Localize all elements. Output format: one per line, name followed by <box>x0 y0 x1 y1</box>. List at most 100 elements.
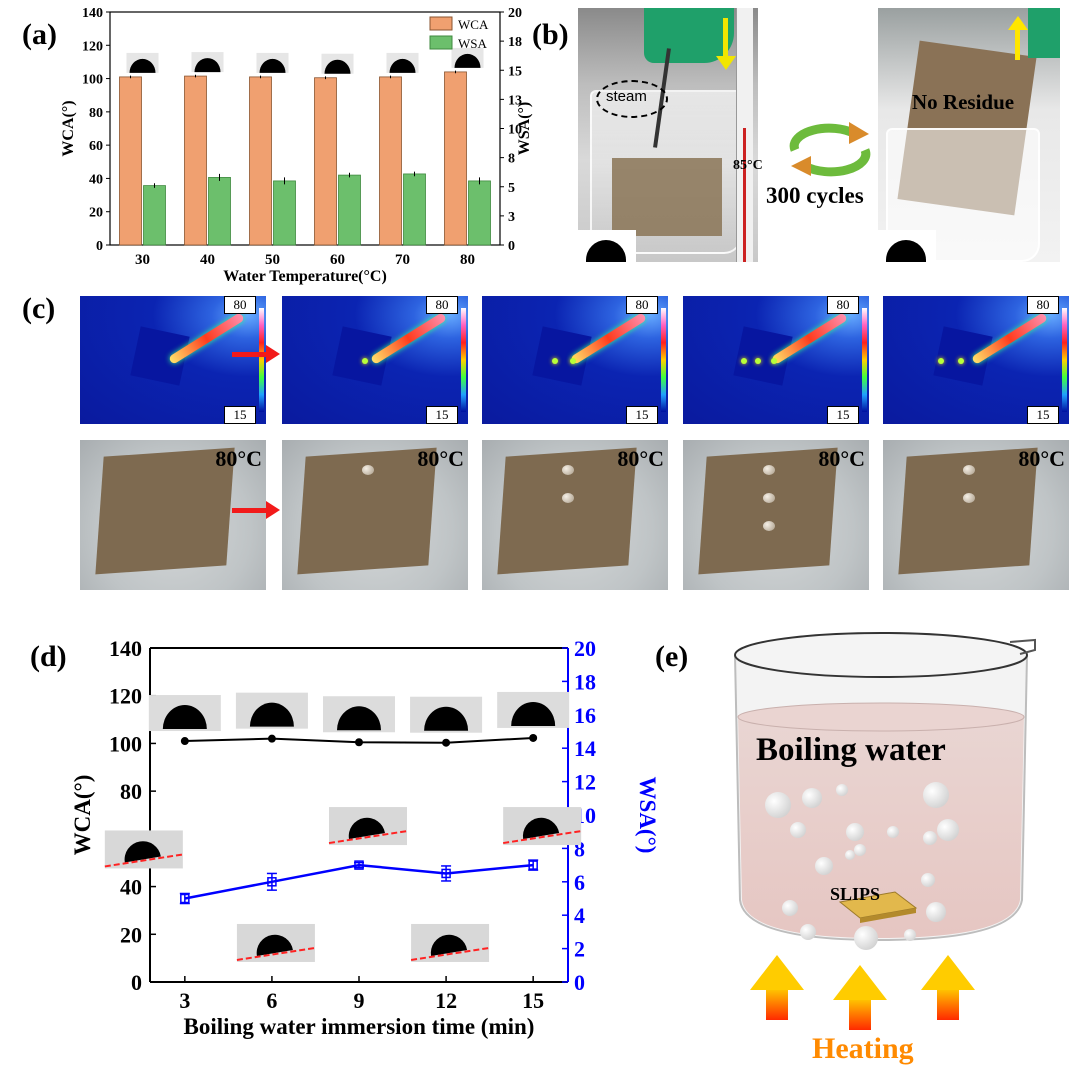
wca-point <box>355 738 363 747</box>
beaker-illustration <box>734 632 1036 1030</box>
bubble <box>802 788 822 808</box>
y-tick-label: 140 <box>109 636 142 661</box>
droplet-icon <box>454 53 481 68</box>
water-drop-hotspot <box>362 358 368 364</box>
droplet-icon <box>129 58 156 73</box>
water-droplet <box>562 493 574 503</box>
water-drop-hotspot <box>958 358 964 364</box>
x-axis-label: Boiling water immersion time (min) <box>184 1014 535 1039</box>
x-axis-label: Water Temperature(°C) <box>223 268 387 285</box>
green-glove <box>644 8 734 63</box>
bar-wsa <box>208 177 231 246</box>
photo-temp-label: 80°C <box>617 446 664 471</box>
drop-inset-shape <box>586 240 626 262</box>
red-arrow-head <box>266 345 280 363</box>
beaker-steam-photo: steam <box>578 8 758 262</box>
y2-tick-label: 12 <box>574 770 596 795</box>
water-drop-hotspot <box>552 358 558 364</box>
y2-tick-label: 14 <box>574 736 596 761</box>
scale-max-label: 80 <box>626 296 658 314</box>
thermometer-red <box>743 128 746 262</box>
heating-arrow <box>849 998 871 1030</box>
photo-temp-label: 80°C <box>215 446 262 471</box>
y2-tick-label: 13 <box>508 93 522 108</box>
y2-tick-label: 8 <box>574 836 585 861</box>
bar-wca <box>184 75 207 246</box>
photo-temp-label: 80°C <box>818 446 865 471</box>
bubble <box>854 844 866 856</box>
no-residue-label: No Residue <box>912 90 1015 114</box>
droplet-icon <box>162 705 207 730</box>
bar-wsa <box>338 174 361 246</box>
wsa-point <box>267 877 277 887</box>
wsa-point <box>354 860 364 870</box>
chart-a: 0 20 40 60 80 100 120 140 0 3 5 8 10 13 15 18 20 WCA(°) WS… <box>60 6 533 285</box>
cycles-label: 300 cycles <box>766 183 864 208</box>
droplet-icon <box>256 934 293 956</box>
legend-swatch-wca <box>429 16 453 31</box>
y-tick-label: 0 <box>131 970 142 995</box>
x-tick-label: 60 <box>330 252 345 268</box>
beaker-spout <box>1009 638 1036 655</box>
steam-ellipse <box>596 80 668 118</box>
water-drop-hotspot <box>771 358 777 364</box>
bar-wca <box>249 76 272 246</box>
sample-photo: 80°C <box>883 440 1069 590</box>
bubble <box>845 850 855 860</box>
drop-inset-shape-2 <box>886 240 926 262</box>
y2-tick-label: 16 <box>574 703 596 728</box>
x-tick-label: 3 <box>179 988 190 1013</box>
x-tick-label: 70 <box>395 252 410 268</box>
droplet-icon <box>348 817 385 840</box>
color-scale-bar <box>862 308 867 412</box>
droplet-icon <box>511 701 556 726</box>
photo-temp-label: 80°C <box>417 446 464 471</box>
x-tick-label: 80 <box>460 252 475 268</box>
y2-tick-label: 15 <box>508 64 522 79</box>
bubble <box>790 822 806 838</box>
color-scale-bar <box>259 308 264 412</box>
x-tick-label: 6 <box>266 988 277 1013</box>
y2-tick-label: 0 <box>574 970 585 995</box>
bubble <box>904 929 916 941</box>
bar-wsa <box>468 180 491 246</box>
heating-arrow <box>766 988 788 1020</box>
y2-tick-label: 6 <box>574 870 585 895</box>
scale-min-label: 15 <box>626 406 658 424</box>
y2-tick-label: 3 <box>508 210 515 225</box>
y2-tick-label: 18 <box>574 669 596 694</box>
wsa-point <box>528 860 538 870</box>
up-arrow-head <box>1008 16 1028 30</box>
y-tick-label: 140 <box>82 6 103 21</box>
droplet-icon <box>389 58 416 73</box>
y-tick-label: 60 <box>89 139 103 154</box>
y-tick-label: 100 <box>109 731 142 756</box>
chart-d: 0204060801001201400246810121416182036912… <box>70 636 660 1039</box>
droplet-icon <box>522 817 560 840</box>
down-arrow-head <box>716 56 736 70</box>
bar-wca <box>444 71 467 246</box>
x-tick-label: 12 <box>435 988 457 1013</box>
y2-tick-label: 2 <box>574 937 585 962</box>
photo-temp-label: 80°C <box>1018 446 1065 471</box>
boiling-water-label: Boiling water <box>756 732 946 768</box>
heating-arrow-head <box>750 955 804 990</box>
y-tick-label: 40 <box>120 875 142 900</box>
scale-min-label: 15 <box>224 406 256 424</box>
y-tick-label: 120 <box>109 684 142 709</box>
scale-min-label: 15 <box>426 406 458 424</box>
wca-point <box>267 734 276 743</box>
bubble <box>887 826 899 838</box>
bubble <box>923 831 937 845</box>
tilt-line <box>236 946 316 961</box>
x-tick-label: 40 <box>200 252 215 268</box>
panel-label-a: (a) <box>22 18 57 51</box>
wsa-line <box>184 863 534 900</box>
bar-wsa <box>403 173 426 246</box>
water-droplet <box>763 493 775 503</box>
bubble <box>836 784 848 796</box>
water-drop-hotspot <box>741 358 747 364</box>
scale-max-label: 80 <box>224 296 256 314</box>
bar-wsa <box>143 185 166 246</box>
droplet-icon <box>424 706 469 731</box>
